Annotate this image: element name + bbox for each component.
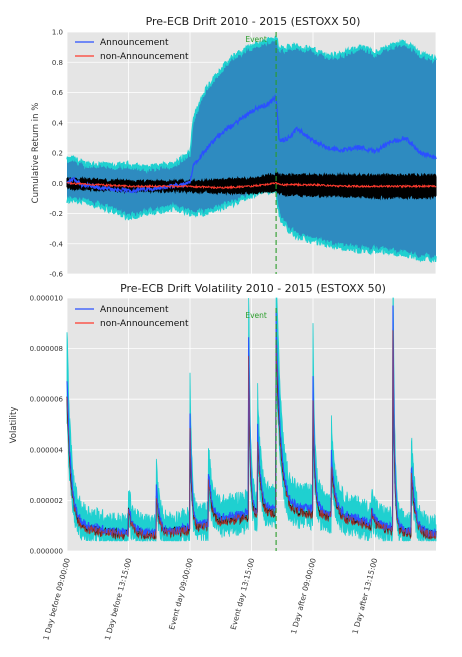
y-axis-label: Volatility xyxy=(9,407,19,444)
y-tick-label: -0.4 xyxy=(49,240,63,248)
legend: Announcement non-Announcement xyxy=(75,305,189,329)
x-tick-label: 1 Day after 09:00:00 xyxy=(289,557,318,635)
legend-label-announcement: Announcement xyxy=(100,38,169,48)
volatility-chart: Pre-ECB Drift Volatility 2010 - 2015 (ES… xyxy=(9,282,437,641)
event-marker: Event xyxy=(245,308,277,551)
y-tick-label: 0.000004 xyxy=(30,446,64,454)
event-marker: Event xyxy=(245,32,277,274)
non-announcement-line xyxy=(66,181,437,190)
y-tick-label: 0.2 xyxy=(52,150,63,158)
cumulative-return-chart: Pre-ECB Drift 2010 - 2015 (ESTOXX 50) Ev… xyxy=(31,15,437,279)
y-tick-label: 0.000008 xyxy=(30,345,63,353)
y-tick-label: -0.2 xyxy=(49,210,63,218)
announcement-line xyxy=(66,94,437,195)
non-announcement-line xyxy=(66,330,437,541)
y-tick-label: 0.8 xyxy=(52,59,63,67)
legend-label-non-announcement: non-Announcement xyxy=(100,52,189,62)
x-axis-ticks: 1 Day before 09:00:00 1 Day before 13:15:… xyxy=(41,557,379,641)
x-tick-label: Event day 09:00:00 xyxy=(167,557,195,631)
y-axis-ticks: -0.6 -0.4 -0.2 0.0 0.2 0.4 0.6 0.8 1.0 xyxy=(49,29,63,279)
y-tick-label: 1.0 xyxy=(52,29,63,37)
event-label: Event xyxy=(245,311,267,320)
y-tick-label: 0.000006 xyxy=(30,396,64,404)
y-tick-label: 0.000002 xyxy=(30,497,63,505)
x-tick-label: Event day 13:15:00 xyxy=(229,557,257,631)
x-tick-label: 1 Day before 09:00:00 xyxy=(41,557,72,641)
x-tick-label: 1 Day after 13:15:00 xyxy=(351,557,380,635)
y-tick-label: -0.6 xyxy=(49,271,63,279)
chart-title: Pre-ECB Drift Volatility 2010 - 2015 (ES… xyxy=(120,282,386,295)
series-lines xyxy=(66,305,437,541)
event-label: Event xyxy=(245,35,267,44)
announcement-band-upper xyxy=(66,35,437,175)
y-tick-label: 0.000000 xyxy=(30,548,63,556)
announcement-line xyxy=(66,305,437,539)
y-axis-ticks: 0.000000 0.000002 0.000004 0.000006 0.000008… xyxy=(30,295,64,556)
y-axis-label: Cumulative Return in % xyxy=(31,103,41,204)
legend-label-non-announcement: non-Announcement xyxy=(100,319,189,329)
legend: Announcement non-Announcement xyxy=(75,38,189,62)
announcement-band-lower xyxy=(66,186,437,263)
legend-label-announcement: Announcement xyxy=(100,305,169,315)
y-tick-label: 0.4 xyxy=(52,119,64,127)
series-lines xyxy=(66,94,437,195)
announcement-band-area xyxy=(67,35,436,262)
y-tick-label: 0.6 xyxy=(52,89,64,97)
y-tick-label: 0.000010 xyxy=(30,295,63,303)
chart-title: Pre-ECB Drift 2010 - 2015 (ESTOXX 50) xyxy=(146,15,361,28)
announcement-confidence-band xyxy=(66,35,437,263)
x-tick-label: 1 Day before 13:15:00 xyxy=(103,557,134,641)
y-tick-label: 0.0 xyxy=(52,180,63,188)
